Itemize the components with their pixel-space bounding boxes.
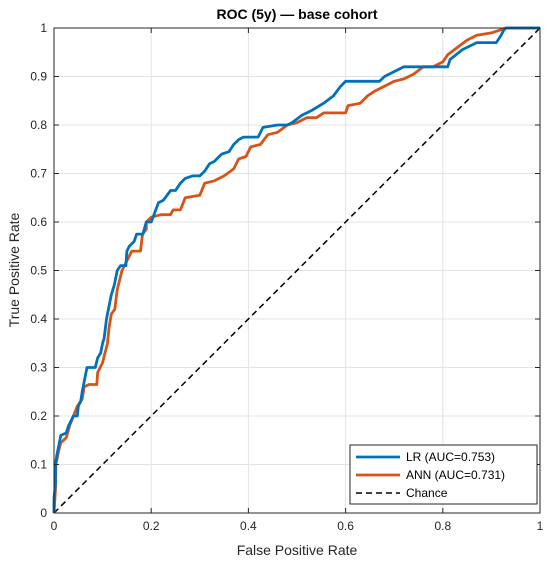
y-axis-label: True Positive Rate	[6, 212, 22, 327]
legend: LR (AUC=0.753) ANN (AUC=0.731) Chance	[349, 444, 538, 505]
y-tick-label: 1	[40, 21, 47, 35]
series-lines	[52, 26, 541, 514]
x-tick-label: 0.8	[434, 519, 451, 533]
y-tick-label: 0.8	[30, 118, 47, 132]
y-tick-label: 0.3	[30, 361, 47, 375]
series-line-ann	[52, 26, 540, 514]
legend-label-lr: LR (AUC=0.753)	[406, 450, 495, 464]
grid-lines	[53, 27, 541, 514]
y-tick-label: 0.5	[30, 264, 47, 278]
legend-label-chance: Chance	[406, 486, 448, 500]
axis-ticks: 0 0.2 0.4 0.6 0.8 1 0 0.1 0.2 0.3 0.4 0.5 0.6 0.7 0.8 0…	[30, 21, 543, 533]
chart-title: ROC (5y) — base cohort	[216, 6, 377, 22]
x-tick-label: 0	[51, 519, 58, 533]
x-tick-label: 0.4	[240, 519, 257, 533]
x-axis-label: False Positive Rate	[237, 542, 358, 558]
x-tick-label: 1	[537, 519, 544, 533]
series-line-lr	[52, 26, 540, 513]
y-tick-label: 0.7	[30, 167, 47, 181]
x-tick-label: 0.2	[143, 519, 160, 533]
x-tick-label: 0.6	[337, 519, 354, 533]
y-tick-label: 0.2	[30, 409, 47, 423]
series-line-chance	[53, 27, 541, 514]
y-tick-label: 0.1	[30, 458, 47, 472]
y-tick-label: 0	[40, 506, 47, 520]
legend-label-ann: ANN (AUC=0.731)	[406, 468, 505, 482]
y-tick-label: 0.4	[30, 312, 47, 326]
y-tick-label: 0.9	[30, 70, 47, 84]
y-tick-label: 0.6	[30, 215, 47, 229]
